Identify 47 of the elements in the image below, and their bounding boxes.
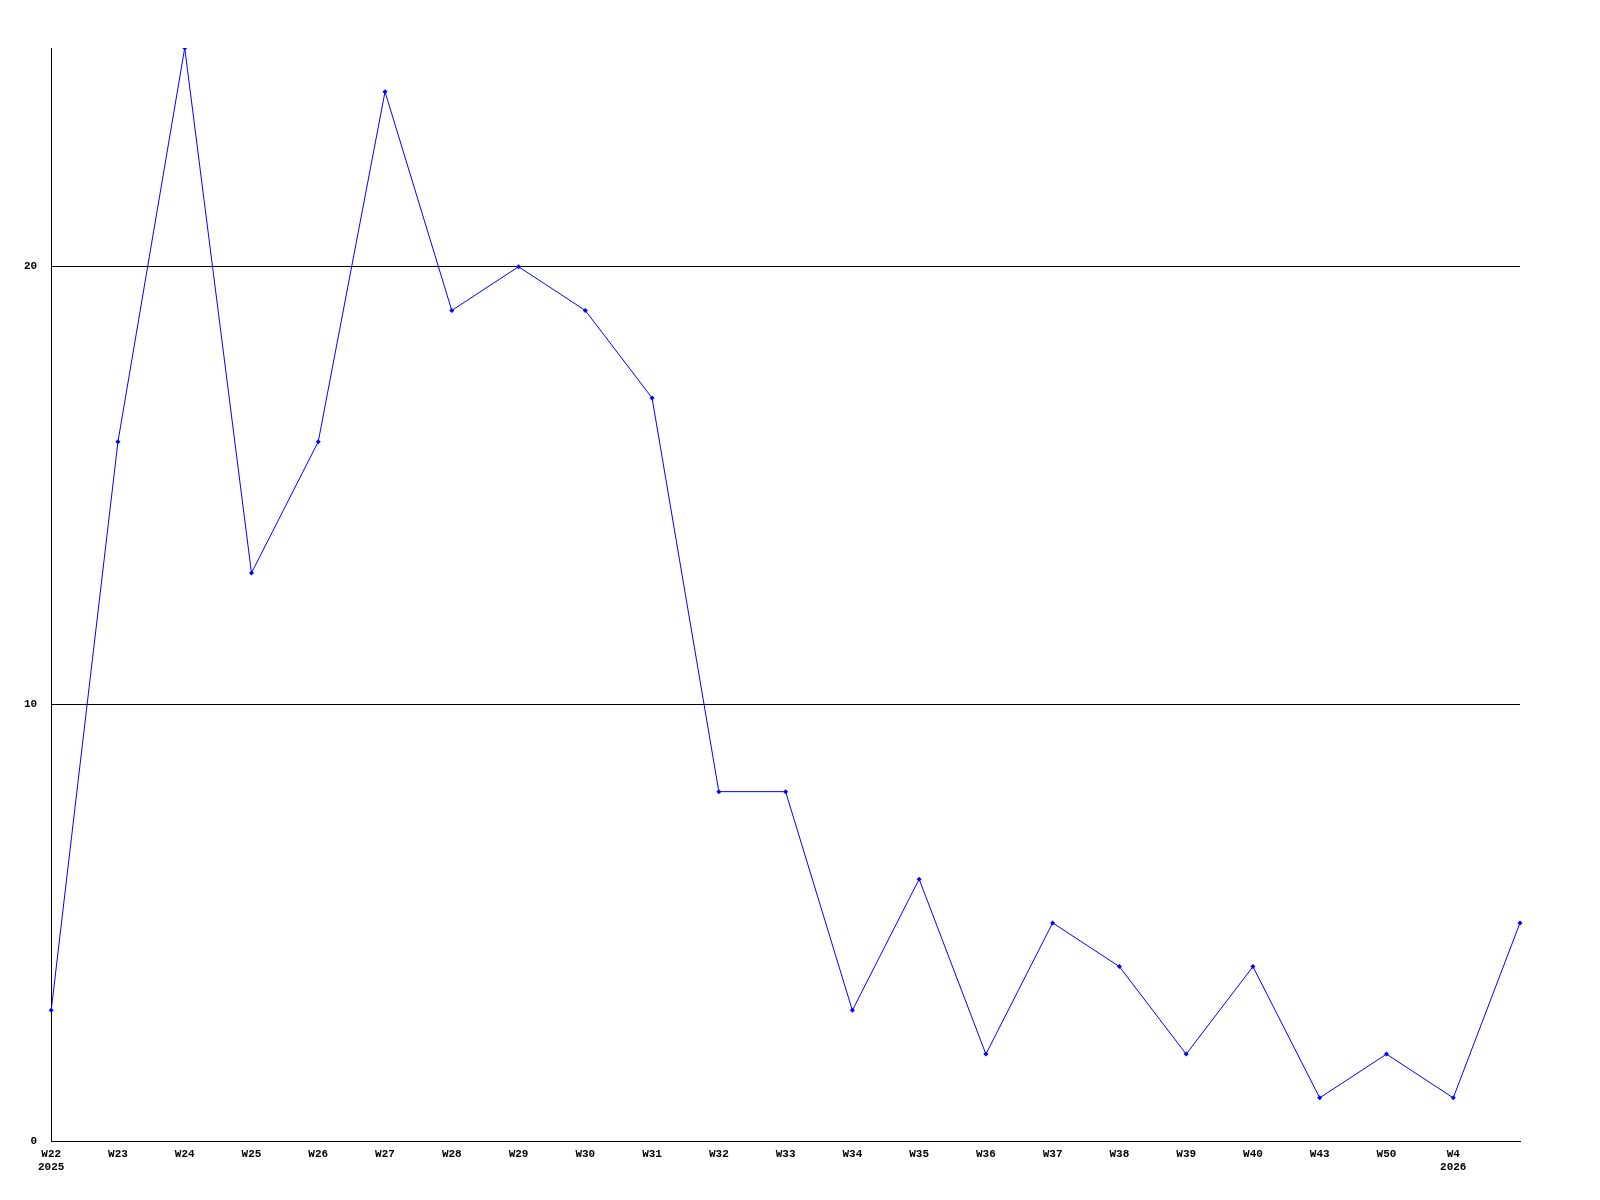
y-tick-label: 20: [24, 260, 38, 273]
point: [382, 89, 388, 95]
x-tick-label: W23: [108, 1147, 129, 1160]
point: [1383, 1051, 1389, 1057]
y-tick-label: 0: [30, 1135, 38, 1148]
point: [1116, 964, 1122, 970]
x-tick-label: W30: [575, 1147, 596, 1160]
x-tick-label: W28: [441, 1147, 463, 1160]
point: [582, 307, 588, 313]
y-tick-label: 10: [24, 697, 38, 710]
point: [516, 264, 522, 270]
x-tick-label: W22 2025: [38, 1147, 65, 1174]
point: [315, 439, 321, 445]
x-tick-label: W39: [1176, 1147, 1197, 1160]
x-tick-label: W32: [708, 1147, 729, 1160]
point: [983, 1051, 989, 1057]
x-tick-label: W27: [375, 1147, 395, 1160]
x-tick-label: W37: [1042, 1147, 1063, 1160]
point: [716, 789, 722, 795]
point: [649, 395, 655, 401]
x-tick-label: W43: [1309, 1147, 1331, 1160]
x-tick-label: W50: [1376, 1147, 1397, 1160]
point: [1250, 964, 1256, 970]
x-tick-label: W36: [975, 1147, 996, 1160]
point: [916, 876, 922, 882]
x-tick-label: W31: [642, 1147, 663, 1160]
x-tick-label: W29: [508, 1147, 529, 1160]
x-tick-label: W24: [174, 1147, 196, 1160]
point: [1317, 1095, 1323, 1101]
point: [449, 307, 455, 313]
point: [1050, 920, 1056, 926]
point: [1517, 920, 1523, 926]
x-tick-label: W26: [308, 1147, 329, 1160]
x-tick-label: W25: [241, 1147, 262, 1160]
x-tick-label: W33: [775, 1147, 796, 1160]
point: [849, 1007, 855, 1013]
x-tick-label: W35: [909, 1147, 930, 1160]
point: [48, 1007, 54, 1013]
x-tick-label: W4 2026: [1440, 1147, 1467, 1174]
point: [248, 570, 254, 576]
x-tick-label: W38: [1109, 1147, 1130, 1160]
point: [1450, 1095, 1456, 1101]
x-tick-label: W40: [1243, 1147, 1263, 1160]
point: [1183, 1051, 1189, 1057]
point: [115, 439, 121, 445]
x-tick-label: W34: [842, 1147, 863, 1160]
point: [783, 789, 789, 795]
